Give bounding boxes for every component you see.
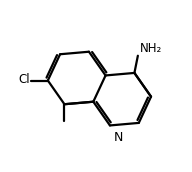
Text: N: N — [114, 131, 124, 144]
Text: NH₂: NH₂ — [140, 42, 162, 55]
Text: Cl: Cl — [18, 73, 30, 86]
